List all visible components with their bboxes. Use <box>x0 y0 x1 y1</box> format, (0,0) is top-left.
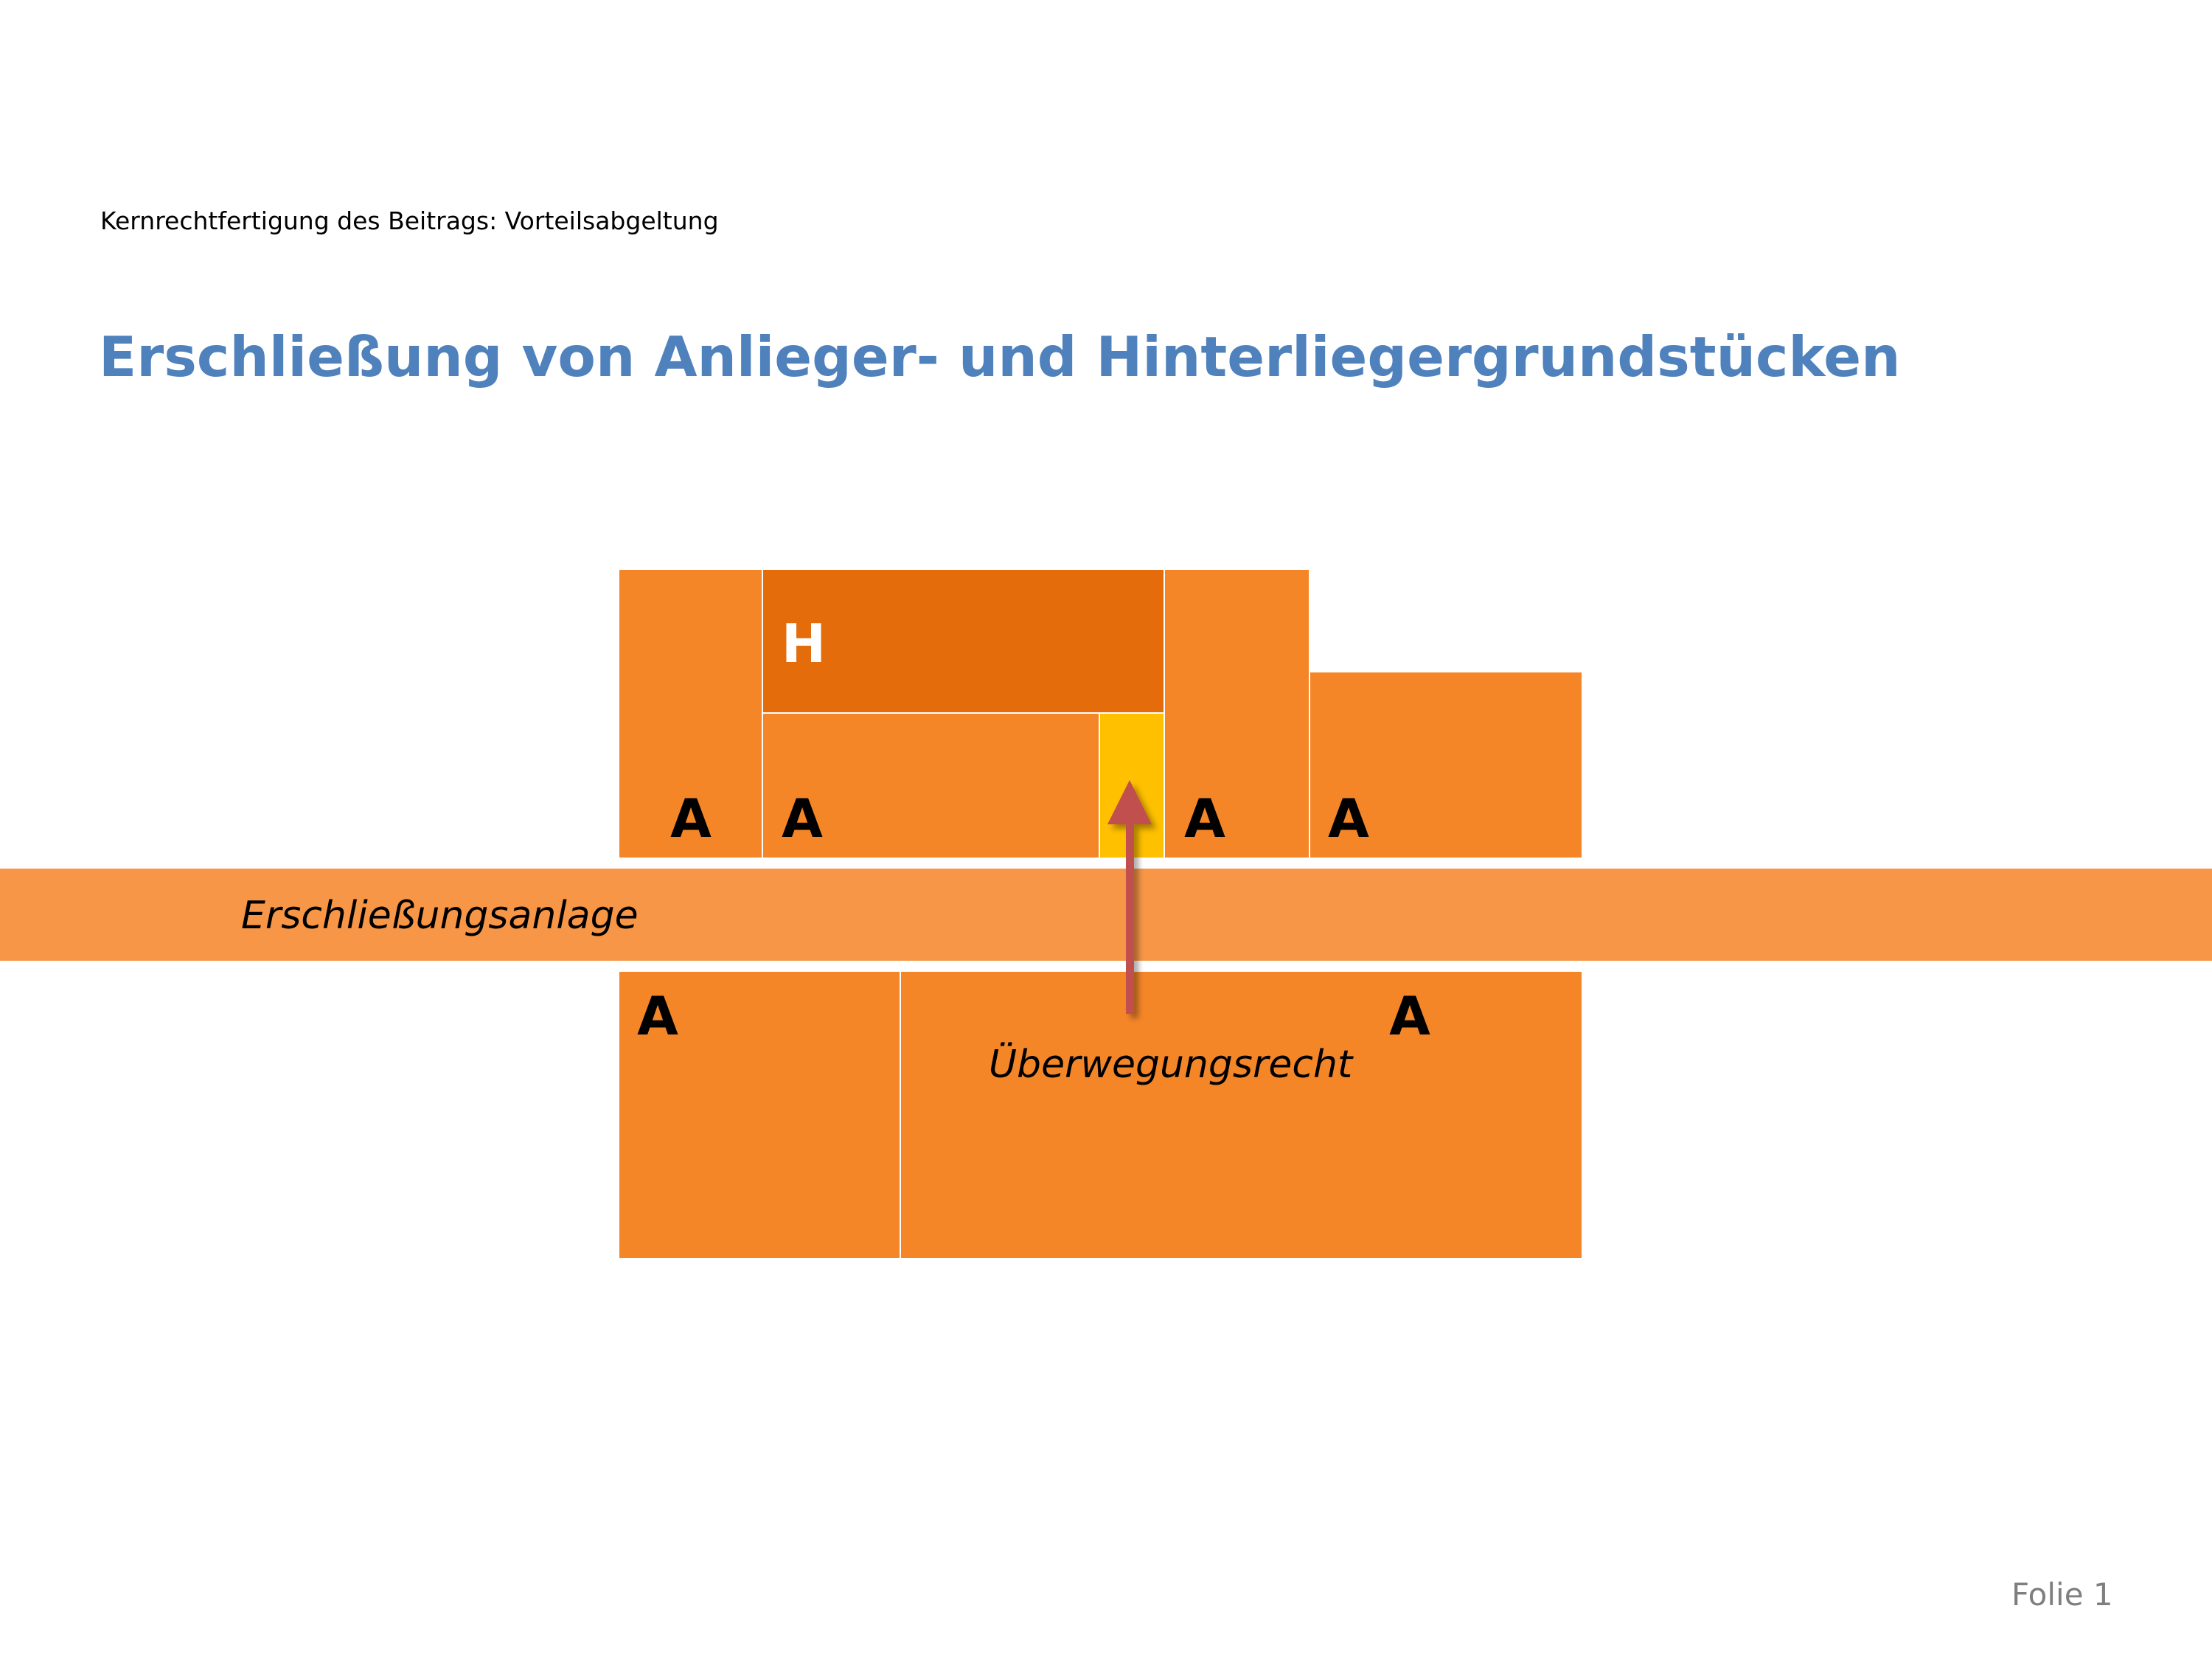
right-of-way-label: Überwegungsrecht <box>989 1043 1353 1087</box>
slide-number: Folie 1 <box>2011 1576 2113 1613</box>
anlieger-label: A <box>1389 985 1430 1047</box>
anlieger-label: A <box>1328 787 1369 849</box>
anlieger-label: A <box>1184 787 1225 849</box>
lot-hinterlieger <box>763 570 1164 712</box>
lot-anlieger-5 <box>619 972 900 1258</box>
lot-anlieger-1 <box>619 570 762 858</box>
lot-anlieger-6 <box>901 972 1582 1258</box>
hinterlieger-label: H <box>781 613 827 675</box>
arrow-up-icon <box>1107 780 1152 1014</box>
road-label: Erschließungsanlage <box>241 894 639 938</box>
anlieger-label: A <box>670 787 712 849</box>
lot-anlieger-3 <box>1165 570 1309 858</box>
anlieger-label: A <box>637 985 678 1047</box>
slide-subtitle: Kernrechtfertigung des Beitrags: Vorteil… <box>100 206 719 235</box>
anlieger-label: A <box>782 787 823 849</box>
slide-title: Erschließung von Anlieger- und Hinterlie… <box>99 324 1901 389</box>
lot-anlieger-4 <box>1310 672 1582 858</box>
road <box>0 869 2212 961</box>
lot-anlieger-2 <box>763 714 1099 858</box>
